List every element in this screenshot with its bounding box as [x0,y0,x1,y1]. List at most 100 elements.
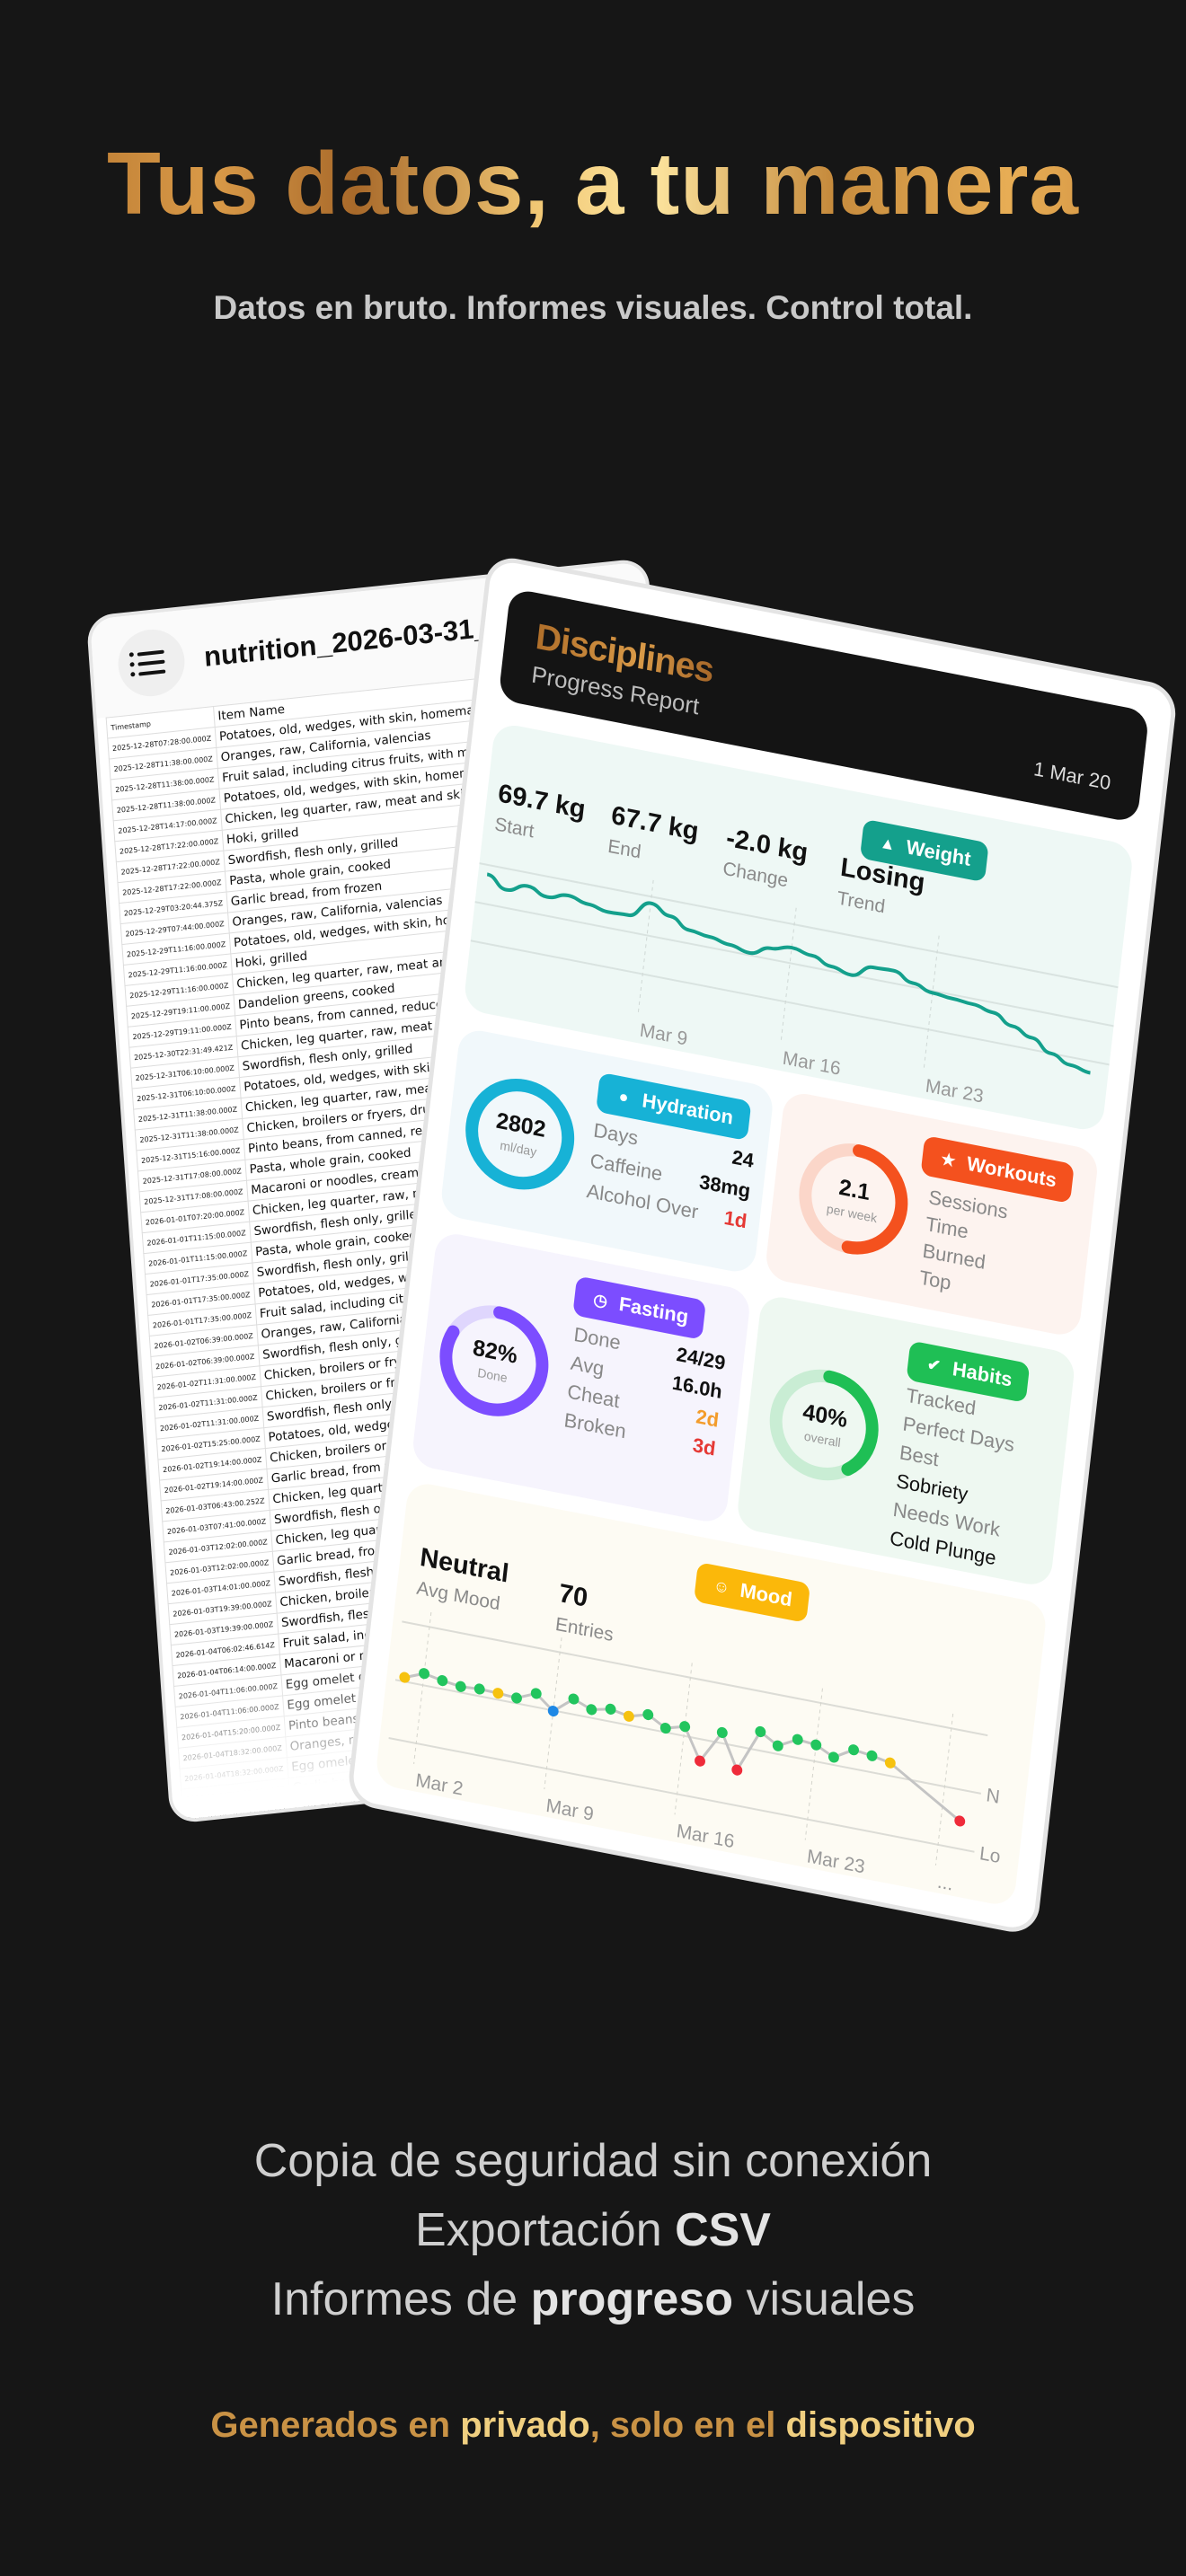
stat-label: Avg [569,1351,606,1381]
stat-label: Top [918,1266,952,1294]
hero-subtitle: Datos en bruto. Informes visuales. Contr… [213,289,973,326]
hydration-progress-ring: 2802 ml/day [456,1065,584,1204]
stat-value: 16.0h [670,1371,724,1404]
mood-point [679,1721,691,1733]
fasting-panel: ◷ Fasting 82% Done Done 24/29 Avg 16.0h Cheat 2d B… [411,1230,752,1526]
mood-point [810,1739,822,1751]
habits-panel: ✔ Habits 40% overall Tracked Perfect Days Best… [735,1293,1076,1589]
x-gridline [413,1611,432,1764]
mood-point [568,1693,580,1705]
x-tick-label: Mar 9 [639,1020,688,1050]
grid-line [470,940,1110,1066]
mood-point [695,1755,705,1767]
ring-value: 2.1 [837,1174,872,1206]
stat-value: 2d [695,1405,721,1432]
y-tick-label: N [985,1785,1001,1808]
x-tick-label: Mar 16 [782,1047,842,1079]
mood-point [474,1683,485,1695]
fasting-progress-ring: 82% Done [430,1292,559,1430]
stat-value: 24/29 [675,1342,727,1375]
stat-label: Cheat [566,1380,621,1413]
mood-point [547,1705,559,1717]
workouts-progress-ring: 2.1 per week [790,1130,918,1268]
list-icon[interactable] [116,626,187,700]
mood-panel: ☺ Mood Neutral Avg Mood 70 Entries N Lo Mar 2… [374,1479,1049,1908]
ring-unit: per week [826,1201,878,1226]
stat-label: Time [924,1212,970,1243]
stat-value: 3d [691,1433,717,1460]
smiley-icon: ☺ [712,1575,731,1597]
x-tick-label: Mar 9 [544,1795,594,1825]
mood-point [828,1751,839,1763]
feature-offline-backup: Copia de seguridad sin conexión [253,2135,933,2187]
mood-point [623,1710,634,1722]
check-circle-icon: ✔ [926,1354,943,1375]
stat-value: 1d [722,1205,748,1233]
weight-panel: ▲ Weight 69.7 kg Start 67.7 kg End -2.0 kg C… [463,721,1135,1134]
mood-average: Neutral Avg Mood [415,1542,510,1615]
ring-fill [439,1305,549,1416]
mood-point [586,1704,597,1716]
hero-title: Tus datos, a tu manera [0,133,1186,234]
x-tick-label: Mar 23 [925,1075,985,1107]
grid-line [479,862,1119,989]
weight-chart: Mar 9 Mar 16 Mar 23 [470,862,1119,1107]
mood-point [659,1722,671,1734]
mood-entries: 70 Entries [553,1578,615,1646]
mood-point [954,1815,966,1827]
grid-line [474,901,1114,1028]
mood-point [511,1692,522,1704]
mood-chart: N Lo Mar 2 Mar 9 Mar 16 Mar 23... [388,1611,1002,1895]
mood-badge: ☺ Mood [694,1561,810,1623]
x-tick-label: Mar 23 [806,1846,866,1877]
weight-line [486,872,1091,1075]
y-tick-label: Lo [978,1843,1002,1867]
stat-label: Alcohol Over [585,1178,700,1223]
x-tick-label: Mar 16 [676,1821,736,1852]
stat-label: Caffeine [589,1149,664,1186]
weight-change: -2.0 kg Change [721,823,810,892]
x-gridline [923,935,940,1070]
mood-point [437,1675,448,1687]
x-tick-label: ... [936,1872,954,1895]
kettlebell-icon: ▲ [879,832,897,854]
x-gridline [780,907,797,1042]
progress-report: Disciplines Progress Report 1 Mar 20 ▲ We… [350,559,1174,1932]
stat-label: Broken [562,1408,628,1443]
x-gridline [637,879,654,1014]
ring-fill [799,1143,908,1255]
workouts-panel: ★ Workouts 2.1 per week Sessions Time Burned To… [764,1090,1100,1339]
mood-point [848,1744,860,1756]
ring-unit: Done [476,1364,509,1386]
mood-point [792,1734,803,1745]
grid-line [402,1620,988,1737]
mood-line [403,1672,961,1822]
hydration-panel: ● Hydration 2802 ml/day Days 24 Caffeine 38mg Al… [438,1027,775,1275]
ring-fill [769,1369,879,1481]
feature-visual-reports: Informes de progreso visuales [270,2273,916,2325]
mood-point [716,1726,728,1739]
stat-label: Days [592,1118,640,1150]
mood-point [492,1688,504,1699]
x-gridline [804,1688,823,1840]
ring-fill [465,1078,575,1190]
mood-point [455,1681,466,1692]
mood-point [866,1750,878,1761]
mood-point [399,1672,411,1683]
feature-csv-export: Exportación CSV [415,2204,771,2256]
habits-progress-ring: 40% overall [760,1355,889,1494]
running-icon: ★ [940,1149,957,1170]
water-drop-icon: ● [617,1086,630,1107]
clock-icon: ◷ [592,1289,609,1310]
mood-point [419,1668,430,1680]
grid-line [388,1737,975,1853]
csv-file-name: nutrition_2026-03-31_1 [202,609,506,673]
privacy-footer: Generados en privado, solo en el disposi… [210,2405,976,2445]
mood-point [530,1688,542,1699]
mood-point [605,1703,616,1715]
mood-point [884,1757,896,1769]
x-gridline [934,1713,954,1866]
stat-value: 38mg [698,1169,752,1203]
mood-point [772,1740,783,1751]
weight-start: 69.7 kg Start [493,779,588,842]
